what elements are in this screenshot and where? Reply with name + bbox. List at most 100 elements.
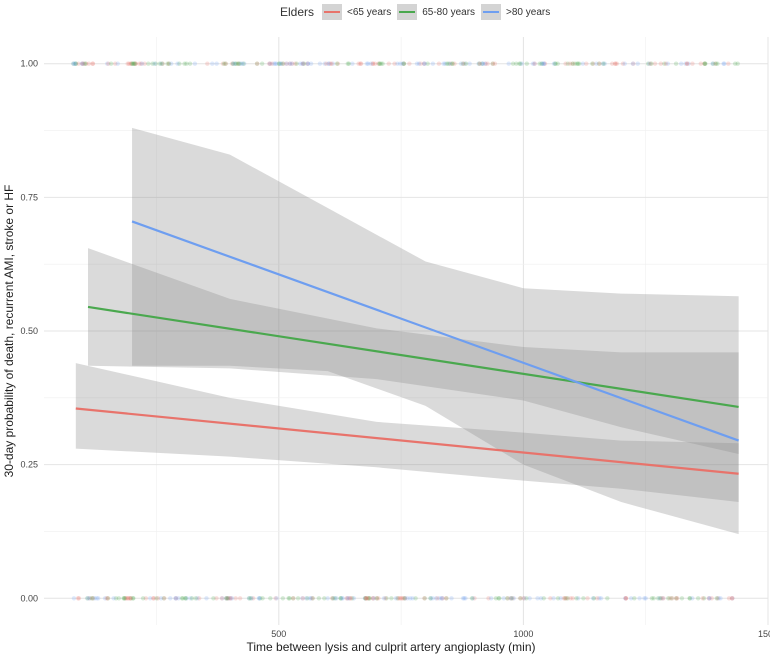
x-axis-title: Time between lysis and culprit artery an… (246, 640, 535, 654)
rug-point (335, 61, 341, 66)
rug-point (418, 61, 423, 66)
rug-point (130, 596, 136, 601)
rug-point (575, 61, 581, 66)
rug-point (211, 596, 216, 601)
rug-point (92, 596, 97, 601)
rug-point (452, 61, 457, 66)
rug-point (597, 61, 602, 66)
rug-point (698, 61, 704, 66)
rug-point (462, 61, 467, 66)
rug-point (436, 61, 442, 66)
rug-point (421, 61, 427, 66)
rug-point (128, 596, 134, 601)
rug-point (648, 61, 653, 66)
rug-point (402, 596, 407, 601)
rug-point (85, 596, 90, 601)
rug-point (702, 61, 707, 66)
rug-point (657, 596, 662, 601)
rug-point (80, 61, 85, 66)
rug-point (291, 596, 296, 601)
rug-point (160, 61, 165, 66)
rug-point (628, 596, 634, 601)
rug-point (133, 61, 139, 66)
rug-point (715, 596, 720, 601)
rug-point (87, 596, 92, 601)
rug-point (714, 596, 719, 601)
rug-point (152, 61, 157, 66)
rug-point (232, 61, 238, 66)
rug-point (542, 61, 547, 66)
rug-point (246, 596, 252, 601)
rug-point (596, 61, 602, 66)
rug-point (165, 61, 170, 66)
rug-point (541, 61, 547, 66)
rug-point (229, 596, 235, 601)
rug-point (598, 596, 604, 601)
rug-point (301, 61, 307, 66)
rug-point (329, 61, 334, 66)
legend-key-65-80 (397, 4, 418, 20)
rug-point (105, 596, 111, 601)
rug-point (122, 596, 127, 601)
rug-point (374, 596, 380, 601)
rug-point (214, 596, 219, 601)
y-tick-label: 0.75 (20, 192, 38, 202)
rug-point (123, 596, 128, 601)
rug-point (339, 596, 344, 601)
rug-point (132, 61, 137, 66)
rug-point (289, 61, 294, 66)
rug-point (400, 61, 405, 66)
rug-point (287, 596, 292, 601)
rug-point (237, 61, 242, 66)
rug-point (577, 61, 582, 66)
rug-point (601, 61, 606, 66)
rug-point (328, 61, 333, 66)
rug-point (330, 61, 336, 66)
rug-point (287, 61, 293, 66)
rug-point (364, 596, 369, 601)
rug-point (467, 61, 472, 66)
rug-point (254, 61, 260, 66)
legend-label-under-65: <65 years (347, 6, 392, 18)
rug-point (116, 596, 122, 601)
rug-point (678, 61, 684, 66)
rug-point (214, 61, 219, 66)
rug-point (184, 596, 189, 601)
rug-point (338, 596, 343, 601)
rug-point (508, 596, 513, 601)
rug-point (439, 596, 444, 601)
rug-point (535, 596, 540, 601)
rug-point (158, 596, 164, 601)
rug-point (675, 596, 680, 601)
y-tick-label: 1.00 (20, 59, 38, 69)
rug-point (308, 61, 314, 66)
rug-point (403, 596, 408, 601)
rug-point (130, 61, 136, 66)
rug-point (605, 596, 610, 601)
rug-point (316, 596, 322, 601)
rug-point (364, 61, 370, 66)
rug-point (255, 61, 260, 66)
y-axis-title: 30-day probability of death, recurrent A… (2, 185, 16, 478)
rug-point (660, 596, 665, 601)
rug-point (483, 61, 488, 66)
rug-point (623, 596, 629, 601)
rug-point (286, 596, 291, 601)
rug-point (486, 596, 491, 601)
rug-point (365, 61, 371, 66)
rug-point (600, 61, 606, 66)
rug-point (184, 61, 189, 66)
rug-point (389, 596, 394, 601)
rug-point (332, 596, 338, 601)
rug-point (267, 61, 272, 66)
rug-point (345, 596, 350, 601)
rug-point (444, 61, 450, 66)
rug-point (189, 596, 195, 601)
rug-point (162, 596, 167, 601)
rug-point (173, 596, 179, 601)
rug-point (670, 596, 675, 601)
rug-point (563, 61, 568, 66)
rug-point (143, 596, 149, 601)
rug-point (129, 61, 134, 66)
rug-point (631, 61, 636, 66)
